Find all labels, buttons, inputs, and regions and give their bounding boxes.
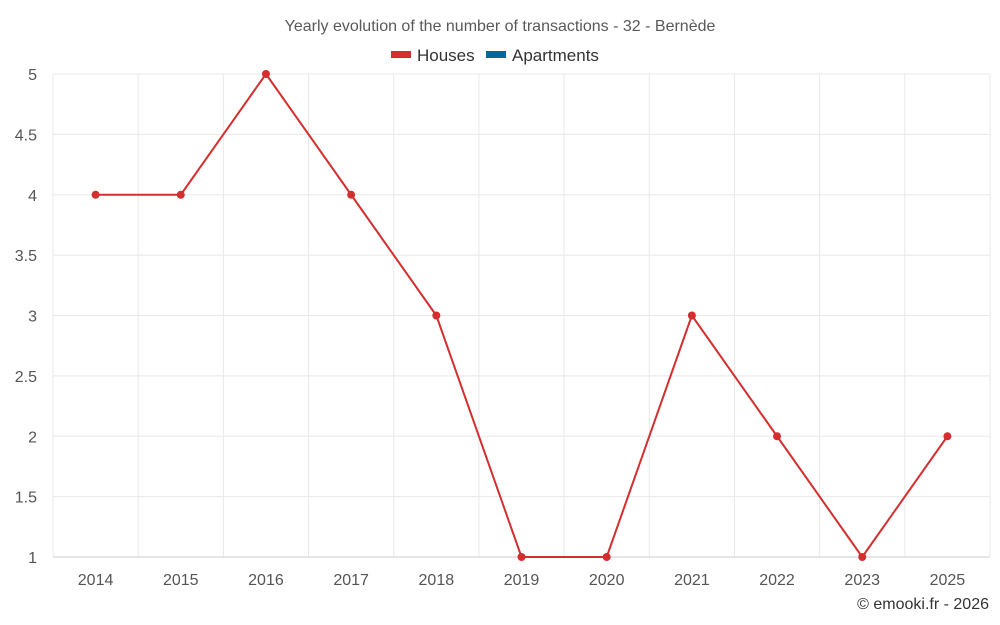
legend: Houses Apartments	[391, 46, 599, 65]
legend-swatch-apartments	[486, 51, 506, 58]
x-tick-label: 2019	[504, 572, 540, 589]
legend-label-houses: Houses	[417, 46, 475, 65]
x-axis-tick-labels: 2014 2015 2016 2017 2018 2019 2020 2021 2022 2023…	[78, 572, 966, 589]
chart-title: Yearly evolution of the number of transa…	[285, 18, 716, 35]
x-tick-label: 2021	[674, 572, 710, 589]
x-tick-label: 2016	[248, 572, 284, 589]
y-tick-label: 3	[28, 309, 37, 326]
data-point-houses[interactable]	[517, 553, 526, 561]
legend-swatch-houses	[391, 51, 411, 58]
x-gridlines	[52, 74, 991, 557]
legend-item-apartments[interactable]: Apartments	[486, 46, 599, 65]
y-tick-label: 1.5	[15, 490, 37, 507]
x-tick-label: 2017	[333, 572, 369, 589]
legend-item-houses[interactable]: Houses	[391, 46, 475, 65]
series-layer	[91, 70, 952, 561]
data-point-houses[interactable]	[432, 311, 441, 320]
chart-credit: © emooki.fr - 2026	[857, 596, 989, 613]
data-point-houses[interactable]	[347, 190, 356, 199]
x-tick-label: 2023	[844, 572, 880, 589]
data-point-houses[interactable]	[687, 311, 696, 320]
x-tick-label: 2020	[589, 572, 625, 589]
legend-label-apartments: Apartments	[512, 46, 599, 65]
y-tick-label: 5	[28, 67, 37, 84]
y-tick-label: 2.5	[15, 369, 37, 386]
data-point-houses[interactable]	[176, 190, 185, 199]
y-tick-label: 4.5	[15, 127, 37, 144]
y-tick-label: 3.5	[15, 248, 37, 265]
data-point-houses[interactable]	[858, 553, 867, 561]
data-point-houses[interactable]	[773, 432, 782, 441]
x-tick-label: 2015	[163, 572, 199, 589]
x-tick-label: 2025	[930, 572, 966, 589]
data-point-houses[interactable]	[602, 553, 611, 561]
y-gridlines	[53, 73, 990, 558]
y-tick-label: 1	[28, 550, 37, 567]
x-tick-label: 2014	[78, 572, 114, 589]
x-tick-label: 2018	[419, 572, 455, 589]
series-houses	[91, 70, 952, 561]
y-tick-label: 2	[28, 429, 37, 446]
data-point-houses[interactable]	[943, 432, 952, 441]
y-tick-label: 4	[28, 188, 37, 205]
data-point-houses[interactable]	[91, 190, 100, 199]
x-tick-label: 2022	[759, 572, 795, 589]
y-axis-tick-labels: 1 1.5 2 2.5 3 3.5 4 4.5 5	[15, 67, 37, 567]
data-point-houses[interactable]	[261, 70, 270, 78]
